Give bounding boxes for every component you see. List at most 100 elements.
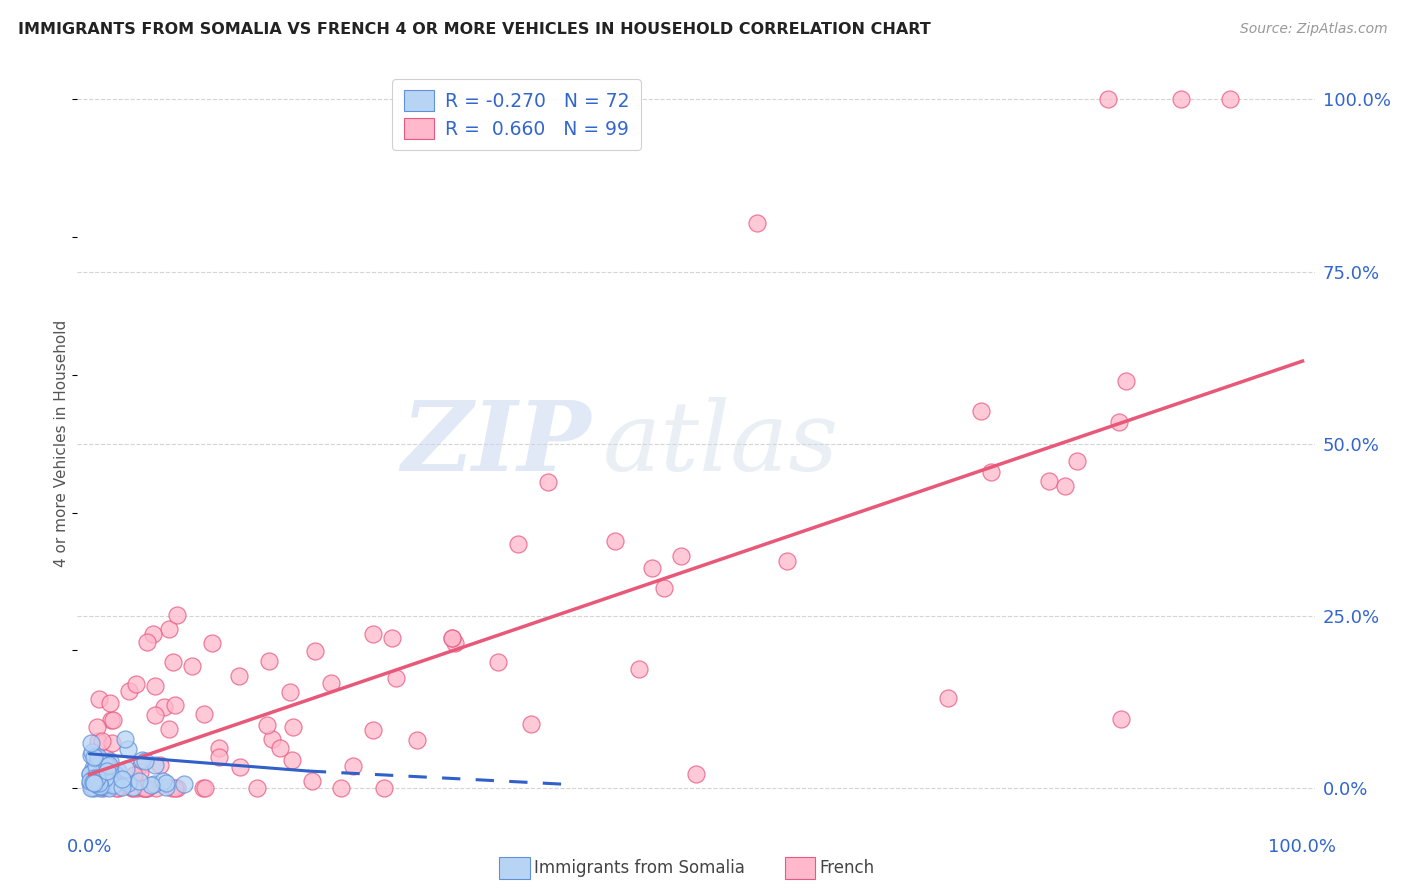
Point	[121, 781, 143, 796]
Point	[83, 772, 105, 786]
Point	[80, 781, 103, 796]
Point	[79, 767, 101, 781]
Point	[91, 734, 114, 748]
Point	[86, 720, 108, 734]
Point	[444, 636, 467, 650]
Point	[89, 756, 111, 770]
Point	[98, 762, 121, 776]
Point	[89, 772, 111, 786]
Point	[89, 781, 111, 796]
Point	[149, 757, 172, 772]
Point	[131, 753, 153, 767]
Point	[228, 669, 250, 683]
Point	[262, 732, 284, 747]
Point	[652, 581, 675, 595]
Point	[83, 750, 105, 764]
Point	[1038, 474, 1060, 488]
Point	[98, 780, 121, 795]
Point	[304, 644, 326, 658]
Point	[155, 780, 177, 795]
Point	[94, 772, 117, 787]
Point	[157, 723, 180, 737]
Text: IMMIGRANTS FROM SOMALIA VS FRENCH 4 OR MORE VEHICLES IN HOUSEHOLD CORRELATION CH: IMMIGRANTS FROM SOMALIA VS FRENCH 4 OR M…	[18, 22, 931, 37]
Point	[281, 753, 304, 767]
Point	[83, 776, 105, 790]
Point	[605, 533, 627, 548]
Point	[98, 757, 121, 772]
Point	[980, 466, 1002, 480]
Point	[89, 780, 111, 794]
Point	[86, 764, 108, 778]
Point	[112, 773, 135, 788]
Point	[669, 549, 692, 563]
Point	[136, 634, 159, 648]
Point	[143, 758, 166, 772]
Point	[440, 631, 463, 645]
Point	[86, 761, 108, 775]
Point	[82, 761, 104, 775]
Point	[142, 627, 165, 641]
Point	[162, 655, 184, 669]
Text: ZIP: ZIP	[401, 397, 591, 491]
Point	[86, 750, 108, 764]
Point	[91, 781, 114, 796]
Point	[105, 768, 128, 782]
Point	[79, 773, 101, 788]
Point	[101, 736, 124, 750]
Point	[970, 404, 993, 418]
Point	[627, 662, 650, 676]
Point	[153, 700, 176, 714]
Point	[84, 759, 107, 773]
Point	[111, 780, 134, 794]
Text: Source: ZipAtlas.com: Source: ZipAtlas.com	[1240, 22, 1388, 37]
Point	[936, 690, 959, 705]
Point	[91, 779, 114, 793]
Point	[114, 732, 136, 747]
Point	[139, 778, 162, 792]
Point	[165, 698, 187, 712]
Point	[83, 780, 105, 795]
Point	[506, 536, 529, 550]
Point	[114, 762, 136, 776]
Point	[640, 561, 662, 575]
Point	[194, 781, 217, 796]
Text: Immigrants from Somalia: Immigrants from Somalia	[534, 859, 745, 877]
Point	[191, 781, 214, 796]
Point	[1219, 92, 1241, 106]
Point	[101, 778, 124, 792]
Point	[91, 771, 114, 785]
Text: French: French	[820, 859, 875, 877]
Point	[440, 632, 463, 646]
Point	[361, 723, 384, 737]
Point	[82, 770, 104, 784]
Point	[86, 775, 108, 789]
Point	[98, 776, 121, 790]
Point	[98, 696, 121, 710]
Point	[83, 763, 105, 777]
Point	[775, 554, 797, 568]
Point	[283, 721, 305, 735]
Point	[1108, 415, 1130, 429]
Point	[520, 716, 543, 731]
Point	[98, 763, 121, 777]
Point	[143, 777, 166, 791]
Point	[103, 713, 125, 727]
Point	[94, 750, 117, 764]
Point	[82, 745, 104, 759]
Point	[98, 754, 121, 768]
Y-axis label: 4 or more Vehicles in Household: 4 or more Vehicles in Household	[53, 320, 69, 567]
Point	[319, 676, 342, 690]
Point	[208, 741, 231, 756]
Point	[342, 759, 364, 773]
Point	[87, 776, 110, 790]
Point	[256, 718, 278, 732]
Point	[82, 780, 104, 794]
Point	[94, 780, 117, 794]
Point	[83, 772, 105, 786]
Point	[1066, 453, 1088, 467]
Point	[163, 781, 186, 796]
Point	[537, 475, 560, 489]
Point	[100, 713, 122, 727]
Point	[87, 778, 110, 792]
Point	[105, 781, 128, 796]
